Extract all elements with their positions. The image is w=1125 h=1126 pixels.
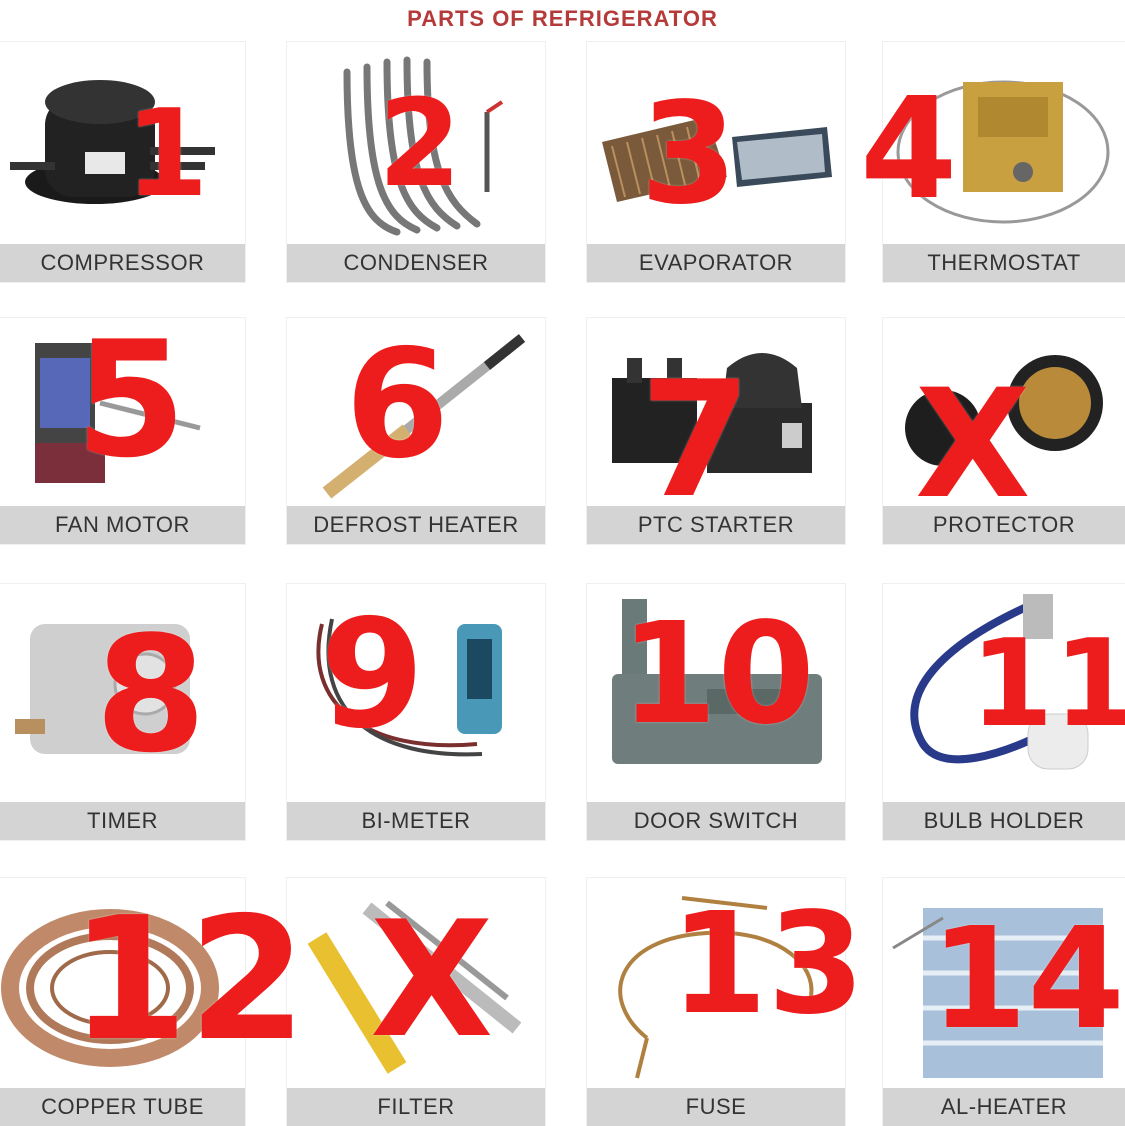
part-label: DEFROST HEATER — [287, 506, 545, 544]
part-card-copper-tube: COPPER TUBE — [0, 878, 245, 1126]
part-label: BULB HOLDER — [883, 802, 1125, 840]
part-card-compressor: COMPRESSOR — [0, 42, 245, 282]
page-title: PARTS OF REFRIGERATOR — [407, 6, 718, 31]
part-label: COPPER TUBE — [0, 1088, 245, 1126]
part-card-bulb-holder: BULB HOLDER — [883, 584, 1125, 840]
part-card-fan-motor: FAN MOTOR — [0, 318, 245, 544]
part-label: COMPRESSOR — [0, 244, 245, 282]
part-label: PTC STARTER — [587, 506, 845, 544]
part-card-door-switch: DOOR SWITCH — [587, 584, 845, 840]
part-card-timer: TIMER — [0, 584, 245, 840]
part-card-al-heater: AL-HEATER — [883, 878, 1125, 1126]
al-heater-icon — [883, 878, 1125, 1088]
part-card-filter: FILTER — [287, 878, 545, 1126]
compressor-icon — [0, 42, 245, 244]
part-label: PROTECTOR — [883, 506, 1125, 544]
door-switch-icon — [587, 584, 845, 802]
protector-icon — [883, 318, 1125, 506]
part-label: BI-METER — [287, 802, 545, 840]
bi-meter-icon — [287, 584, 545, 802]
part-label: DOOR SWITCH — [587, 802, 845, 840]
part-label: THERMOSTAT — [883, 244, 1125, 282]
part-card-bi-meter: BI-METER — [287, 584, 545, 840]
part-label: FILTER — [287, 1088, 545, 1126]
part-card-defrost-heater: DEFROST HEATER — [287, 318, 545, 544]
fan-motor-icon — [0, 318, 245, 506]
part-label: FAN MOTOR — [0, 506, 245, 544]
part-card-protector: PROTECTOR — [883, 318, 1125, 544]
evaporator-fins-icon — [587, 42, 845, 244]
bulb-holder-icon — [883, 584, 1125, 802]
part-card-thermostat: THERMOSTAT — [883, 42, 1125, 282]
part-label: AL-HEATER — [883, 1088, 1125, 1126]
part-card-ptc-starter: PTC STARTER — [587, 318, 845, 544]
part-card-fuse: FUSE — [587, 878, 845, 1126]
part-card-evaporator: EVAPORATOR — [587, 42, 845, 282]
part-label: FUSE — [587, 1088, 845, 1126]
part-card-condenser: CONDENSER — [287, 42, 545, 282]
thermostat-icon — [883, 42, 1125, 244]
defrost-heater-icon — [287, 318, 545, 506]
filter-icon — [287, 878, 545, 1088]
part-label: TIMER — [0, 802, 245, 840]
fuse-icon — [587, 878, 845, 1088]
timer-icon — [0, 584, 245, 802]
ptc-starter-icon — [587, 318, 845, 506]
condenser-coil-icon — [287, 42, 545, 244]
copper-tube-icon — [0, 878, 245, 1088]
part-label: EVAPORATOR — [587, 244, 845, 282]
part-label: CONDENSER — [287, 244, 545, 282]
